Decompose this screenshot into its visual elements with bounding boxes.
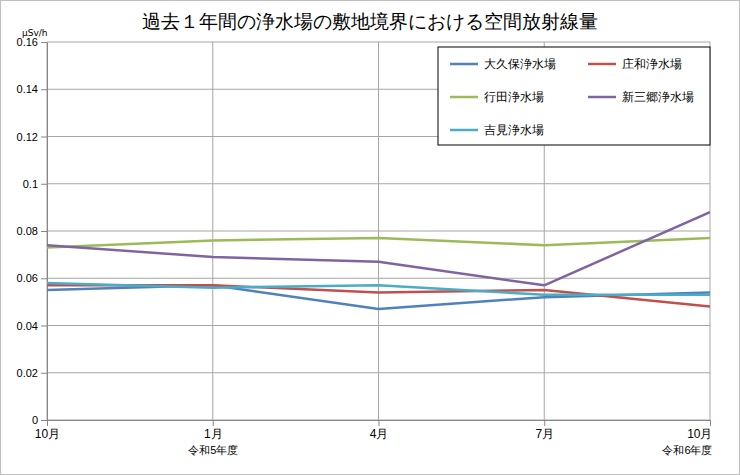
tick-sublabel: 令和6年度: [662, 444, 712, 456]
tick: 0.06: [17, 272, 47, 284]
legend-swatch: [450, 63, 478, 66]
legend-item: 庄和浄水場: [588, 57, 682, 71]
tick-mark: [41, 184, 47, 185]
tick-mark: [379, 420, 380, 426]
tick: 10月: [35, 420, 60, 441]
legend-label: 吉見浄水場: [484, 123, 544, 137]
legend-swatch: [450, 129, 478, 132]
tick-mark: [41, 373, 47, 374]
tick-mark: [213, 420, 214, 426]
tick-mark: [41, 420, 47, 421]
legend: 大久保浄水場 庄和浄水場行田浄水場 新三郷浄水場吉見浄水場: [438, 47, 710, 145]
tick-mark: [41, 137, 47, 138]
tick: 0.04: [17, 320, 47, 332]
tick-label: 4月: [370, 427, 389, 441]
tick-label: 10月: [35, 427, 60, 441]
series-line: [47, 212, 710, 285]
tick-mark: [47, 420, 48, 426]
x-axis: 10月 1月令和5年度 4月 7月 10月令和6年度: [35, 420, 713, 456]
legend-swatch: [450, 96, 478, 99]
tick: 0.14: [17, 83, 47, 95]
tick: 7月: [535, 420, 554, 441]
tick-label: 0.06: [17, 272, 38, 284]
tick-mark: [41, 89, 47, 90]
series-line: [47, 285, 710, 309]
tick-mark: [41, 42, 47, 43]
tick: 4月: [370, 420, 389, 441]
background: [1, 1, 740, 475]
tick-mark: [41, 231, 47, 232]
tick: 1月令和5年度: [188, 420, 238, 456]
grid-line: [212, 42, 213, 420]
tick-label: 0.02: [17, 367, 38, 379]
grid: [47, 42, 710, 420]
legend-item: 新三郷浄水場: [588, 90, 694, 104]
grid-line: [378, 42, 379, 420]
legend-item: 大久保浄水場: [450, 57, 556, 71]
tick-label: 0.1: [23, 178, 38, 190]
legend-swatch: [588, 96, 616, 99]
legend-label: 新三郷浄水場: [622, 90, 694, 104]
tick: 0: [32, 414, 47, 426]
axis-title: μSv/h: [22, 28, 48, 38]
series-line: [47, 238, 710, 247]
tick-label: 0.04: [17, 320, 38, 332]
y-axis: 00.020.040.060.080.10.120.140.16: [17, 36, 48, 426]
title: 過去１年間の浄水場の敷地境界における空間放射線量: [142, 10, 598, 32]
tick: 10月令和6年度: [662, 420, 712, 456]
tick-mark: [710, 420, 711, 426]
tick: 0.1: [23, 178, 47, 190]
tick-mark: [41, 326, 47, 327]
series-line: [47, 283, 710, 295]
tick-label: 10月: [687, 427, 712, 441]
tick-mark: [41, 278, 47, 279]
tick-label: 0.08: [17, 225, 38, 237]
legend-box: [438, 47, 710, 145]
tick-mark: [544, 420, 545, 426]
tick-label: 0.12: [17, 131, 38, 143]
axis-line: [47, 43, 48, 421]
legend-label: 庄和浄水場: [622, 57, 682, 71]
tick-label: 0.14: [17, 83, 38, 95]
tick-label: 7月: [535, 427, 554, 441]
tick-label: 0: [32, 414, 38, 426]
tick-sublabel: 令和5年度: [188, 444, 238, 456]
legend-label: 行田浄水場: [484, 90, 544, 104]
tick: 0.02: [17, 367, 47, 379]
legend-swatch: [588, 63, 616, 66]
chart: 00.020.040.060.080.10.120.140.1610月1月令和5…: [0, 0, 740, 475]
legend-item: 吉見浄水場: [450, 123, 544, 137]
plot: 00.020.040.060.080.10.120.140.1610月1月令和5…: [17, 36, 713, 456]
tick: 0.12: [17, 131, 47, 143]
legend-item: 行田浄水場: [450, 90, 544, 104]
legend-label: 大久保浄水場: [484, 57, 556, 71]
tick: 0.08: [17, 225, 47, 237]
tick-label: 1月: [204, 427, 223, 441]
lines: [47, 212, 710, 309]
